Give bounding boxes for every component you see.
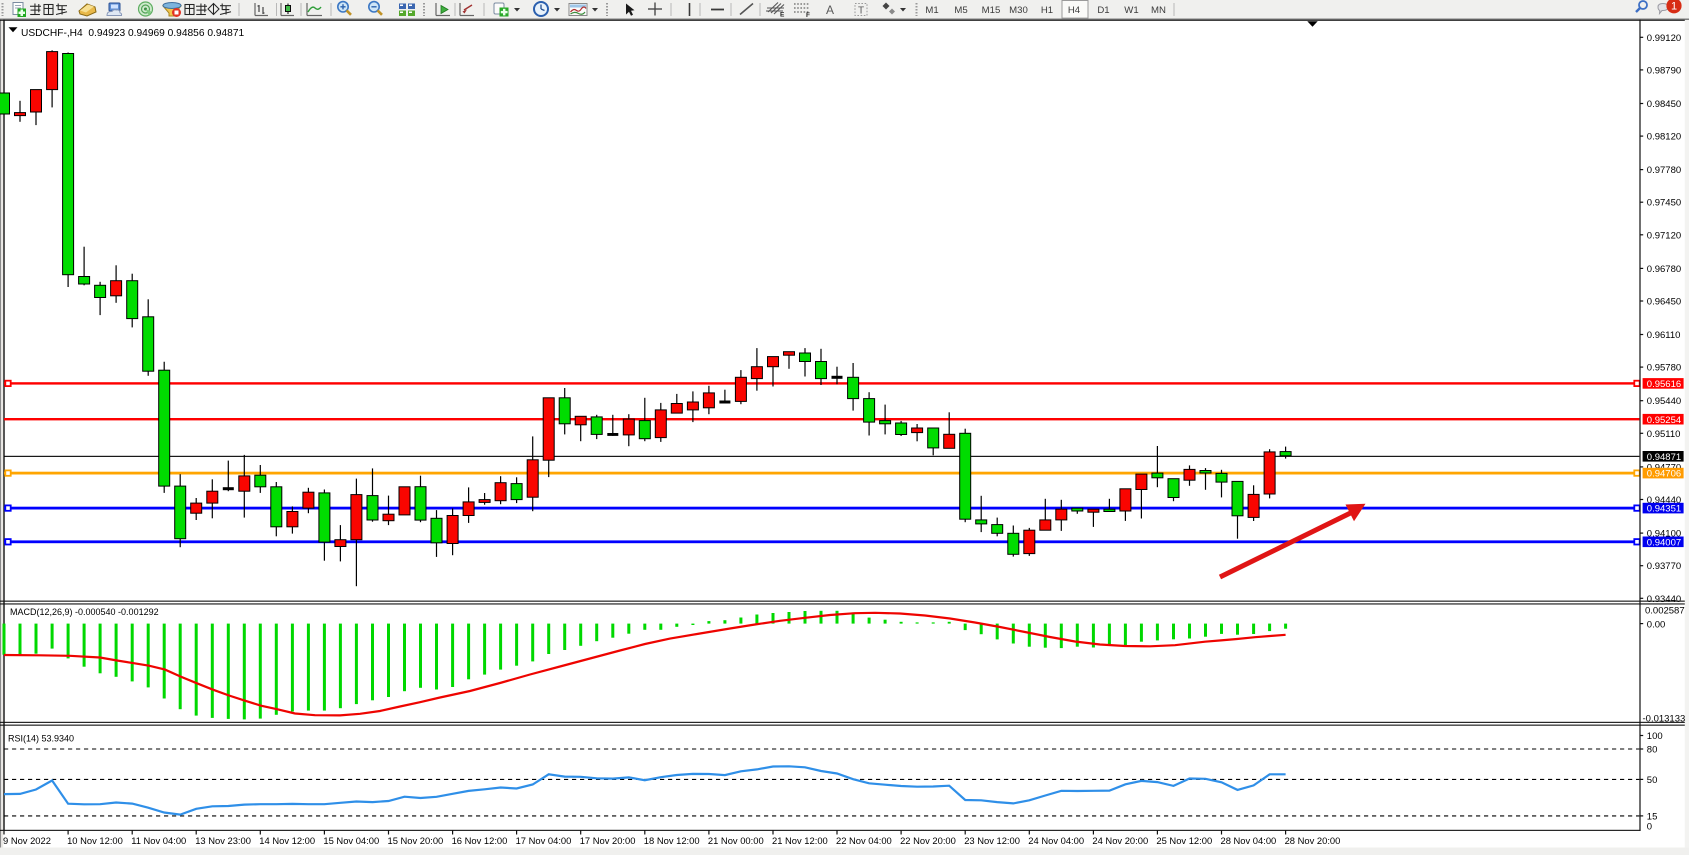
svg-text:10 Nov 12:00: 10 Nov 12:00 (67, 835, 123, 846)
svg-text:MACD(12,26,9) -0.000540 -0.001: MACD(12,26,9) -0.000540 -0.001292 (10, 607, 159, 617)
svg-text:H4: H4 (1068, 5, 1081, 16)
svg-text:A: A (826, 3, 834, 17)
svg-text:21 Nov 00:00: 21 Nov 00:00 (708, 835, 764, 846)
svg-text:0.95110: 0.95110 (1647, 429, 1681, 440)
svg-text:USDCHF-,H4 0.94923 0.94969 0.: USDCHF-,H4 0.94923 0.94969 0.94856 0.948… (21, 28, 244, 39)
svg-text:0.94100: 0.94100 (1647, 529, 1681, 540)
svg-text:0.96450: 0.96450 (1647, 297, 1681, 308)
svg-text:0.00: 0.00 (1647, 620, 1666, 631)
svg-text:0.97780: 0.97780 (1647, 165, 1681, 176)
svg-text:RSI(14) 53.9340: RSI(14) 53.9340 (8, 734, 74, 744)
svg-text:18 Nov 12:00: 18 Nov 12:00 (644, 835, 700, 846)
svg-text:100: 100 (1647, 731, 1663, 742)
svg-text:0.96780: 0.96780 (1647, 264, 1681, 275)
svg-text:0.95440: 0.95440 (1647, 396, 1681, 407)
svg-text:50: 50 (1647, 775, 1658, 786)
svg-text:21 Nov 12:00: 21 Nov 12:00 (772, 835, 828, 846)
svg-text:M30: M30 (1009, 5, 1028, 16)
svg-text:0.002587: 0.002587 (1645, 606, 1685, 617)
svg-text:0.95780: 0.95780 (1647, 363, 1681, 374)
svg-text:0.93440: 0.93440 (1647, 594, 1681, 605)
svg-text:H1: H1 (1041, 5, 1053, 16)
svg-text:22 Nov 20:00: 22 Nov 20:00 (900, 835, 956, 846)
svg-text:0.95254: 0.95254 (1647, 415, 1681, 426)
svg-text:9 Nov 2022: 9 Nov 2022 (3, 835, 51, 846)
svg-text:M1: M1 (925, 5, 938, 16)
svg-text:16 Nov 12:00: 16 Nov 12:00 (452, 835, 508, 846)
svg-text:0.96110: 0.96110 (1647, 330, 1681, 341)
svg-text:0.95616: 0.95616 (1647, 379, 1681, 390)
svg-text:M5: M5 (954, 5, 967, 16)
svg-text:14 Nov 12:00: 14 Nov 12:00 (259, 835, 315, 846)
svg-text:0.93770: 0.93770 (1647, 561, 1681, 572)
svg-text:0.99120: 0.99120 (1647, 33, 1681, 44)
svg-text:15: 15 (1647, 811, 1658, 822)
svg-text:-0.013133: -0.013133 (1643, 714, 1686, 725)
svg-text:17 Nov 04:00: 17 Nov 04:00 (516, 835, 572, 846)
svg-text:0.94440: 0.94440 (1647, 495, 1681, 506)
svg-text:15 Nov 20:00: 15 Nov 20:00 (388, 835, 444, 846)
svg-text:13 Nov 23:00: 13 Nov 23:00 (195, 835, 251, 846)
svg-text:80: 80 (1647, 745, 1658, 756)
svg-text:0.94007: 0.94007 (1647, 537, 1681, 548)
svg-text:22 Nov 04:00: 22 Nov 04:00 (836, 835, 892, 846)
svg-text:0.98450: 0.98450 (1647, 99, 1681, 110)
svg-text:F: F (806, 12, 810, 19)
svg-text:1: 1 (1671, 1, 1677, 13)
svg-text:0: 0 (1647, 821, 1652, 832)
svg-text:D1: D1 (1097, 5, 1109, 16)
svg-text:0.97450: 0.97450 (1647, 198, 1681, 209)
svg-text:28 Nov 20:00: 28 Nov 20:00 (1285, 835, 1341, 846)
svg-text:T: T (858, 6, 864, 17)
svg-text:28 Nov 04:00: 28 Nov 04:00 (1221, 835, 1277, 846)
svg-text:25 Nov 12:00: 25 Nov 12:00 (1156, 835, 1212, 846)
svg-text:11 Nov 04:00: 11 Nov 04:00 (131, 835, 186, 846)
svg-text:23 Nov 12:00: 23 Nov 12:00 (964, 835, 1020, 846)
svg-text:MN: MN (1151, 5, 1166, 16)
svg-text:0.94706: 0.94706 (1647, 469, 1681, 480)
svg-text:0.94871: 0.94871 (1647, 452, 1681, 463)
svg-text:W1: W1 (1124, 5, 1138, 16)
svg-text:15 Nov 04:00: 15 Nov 04:00 (323, 835, 379, 846)
svg-text:0.98790: 0.98790 (1647, 65, 1681, 76)
svg-text:E: E (780, 12, 785, 19)
svg-text:0.97120: 0.97120 (1647, 230, 1681, 241)
svg-text:24 Nov 20:00: 24 Nov 20:00 (1092, 835, 1148, 846)
svg-text:M15: M15 (982, 5, 1001, 16)
svg-text:0.94351: 0.94351 (1647, 504, 1681, 515)
svg-text:24 Nov 04:00: 24 Nov 04:00 (1028, 835, 1084, 846)
svg-text:17 Nov 20:00: 17 Nov 20:00 (580, 835, 636, 846)
svg-text:0.98120: 0.98120 (1647, 132, 1681, 143)
